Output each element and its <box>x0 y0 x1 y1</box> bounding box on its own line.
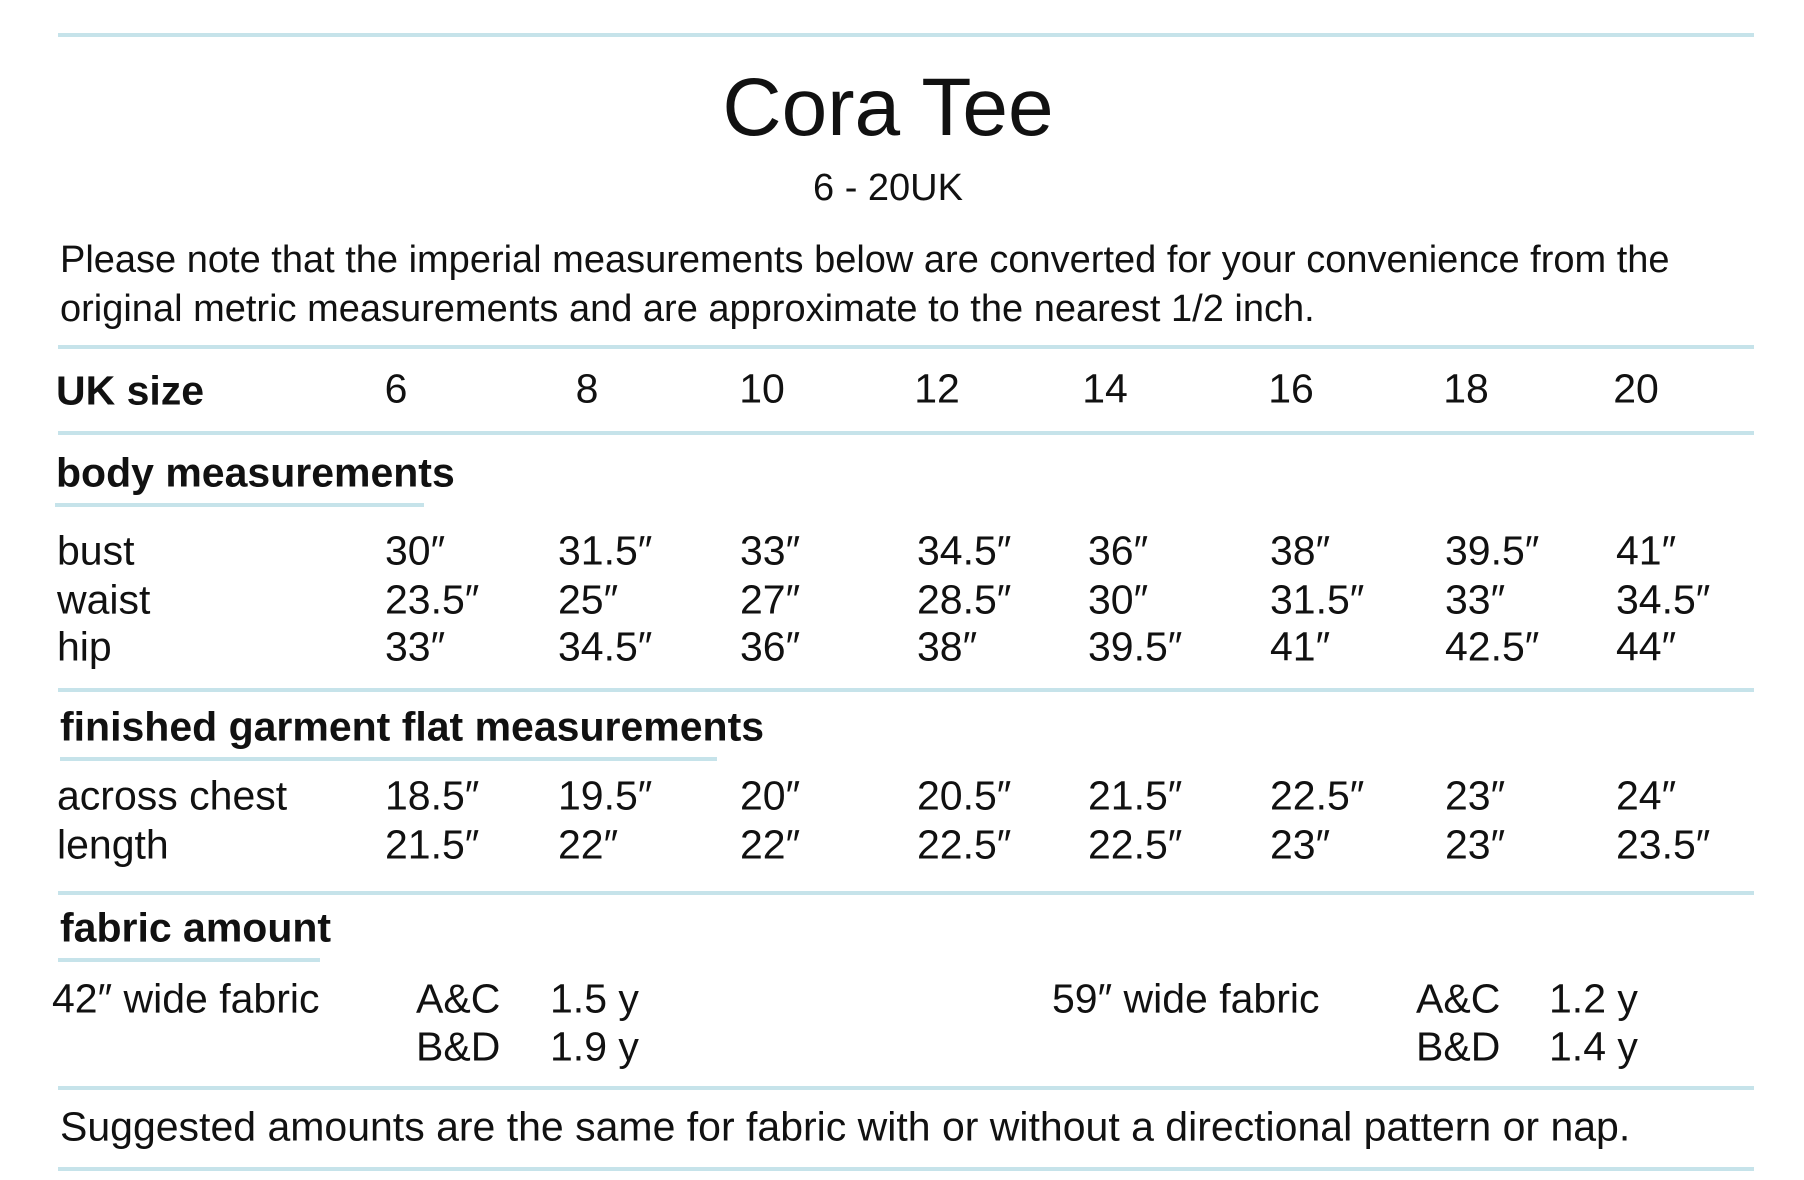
row-label: UK size <box>56 367 205 414</box>
divider <box>58 891 1754 895</box>
measurement: 33″ <box>740 527 801 574</box>
size: 18 <box>1443 365 1489 412</box>
row-label: bust <box>57 527 135 574</box>
measurement: 22.5″ <box>1088 821 1183 868</box>
measurement: 20.5″ <box>917 772 1012 819</box>
measurement: 23.5″ <box>385 576 480 623</box>
section-heading: fabric amount <box>60 904 332 951</box>
measurement: 38″ <box>917 623 978 670</box>
measurement: 31.5″ <box>558 527 653 574</box>
measurement: 22.5″ <box>917 821 1012 868</box>
size: 16 <box>1268 365 1314 412</box>
title: Cora Tee <box>722 62 1054 153</box>
measurement: 25″ <box>558 576 619 623</box>
measurement: 22.5″ <box>1270 772 1365 819</box>
footer-note: Suggested amounts are the same for fabri… <box>60 1103 1631 1150</box>
view: B&D <box>416 1023 501 1070</box>
measurement: 36″ <box>1088 527 1149 574</box>
measurement: 38″ <box>1270 527 1331 574</box>
view: A&C <box>416 975 501 1022</box>
divider <box>58 33 1754 37</box>
subtitle: 6 - 20UK <box>813 167 963 209</box>
divider <box>58 688 1754 692</box>
measurement: 33″ <box>1445 576 1506 623</box>
measurement: 28.5″ <box>917 576 1012 623</box>
section-heading: body measurements <box>56 449 455 496</box>
measurement: 39.5″ <box>1445 527 1540 574</box>
section-heading: finished garment flat measurements <box>60 703 765 750</box>
measurement: 23″ <box>1445 821 1506 868</box>
measurement: 20″ <box>740 772 801 819</box>
measurement: 30″ <box>1088 576 1149 623</box>
row-label: length <box>57 821 169 868</box>
measurement: 22″ <box>558 821 619 868</box>
view: B&D <box>1416 1023 1501 1070</box>
measurement: 33″ <box>385 623 446 670</box>
measurement: 44″ <box>1616 623 1677 670</box>
measurement: 42.5″ <box>1445 623 1540 670</box>
amount: 1.2 y <box>1549 975 1638 1022</box>
measurement: 41″ <box>1270 623 1331 670</box>
measurement: 23.5″ <box>1616 821 1711 868</box>
measurement: 30″ <box>385 527 446 574</box>
divider <box>58 1086 1754 1090</box>
size: 6 <box>384 365 408 412</box>
measurement: 41″ <box>1616 527 1677 574</box>
heading-underline <box>60 757 717 761</box>
view: A&C <box>1416 975 1501 1022</box>
divider <box>58 345 1754 349</box>
note: Please note that the imperial measuremen… <box>60 239 1670 330</box>
measurement: 23″ <box>1445 772 1506 819</box>
size: 14 <box>1082 365 1128 412</box>
divider <box>58 431 1754 435</box>
measurement: 22″ <box>740 821 801 868</box>
amount: 1.9 y <box>550 1023 639 1070</box>
measurement: 39.5″ <box>1088 623 1183 670</box>
measurement: 24″ <box>1616 772 1677 819</box>
measurement: 36″ <box>740 623 801 670</box>
measurement: 21.5″ <box>385 821 480 868</box>
fabric-width: 59″ wide fabric <box>1052 975 1320 1022</box>
size: 8 <box>575 365 599 412</box>
row-label: across chest <box>57 772 288 819</box>
measurement: 27″ <box>740 576 801 623</box>
amount: 1.4 y <box>1549 1023 1638 1070</box>
heading-underline <box>55 503 424 507</box>
size: 12 <box>914 365 960 412</box>
measurement: 34.5″ <box>558 623 653 670</box>
measurement: 19.5″ <box>558 772 653 819</box>
divider <box>58 1167 1754 1171</box>
measurement: 18.5″ <box>385 772 480 819</box>
amount: 1.5 y <box>550 975 639 1022</box>
measurement: 21.5″ <box>1088 772 1183 819</box>
measurement: 31.5″ <box>1270 576 1365 623</box>
row-label: hip <box>57 623 112 670</box>
heading-underline <box>58 958 320 962</box>
size: 10 <box>739 365 785 412</box>
fabric-width: 42″ wide fabric <box>52 975 320 1022</box>
measurement: 34.5″ <box>1616 576 1711 623</box>
measurement: 34.5″ <box>917 527 1012 574</box>
row-label: waist <box>57 576 151 623</box>
measurement: 23″ <box>1270 821 1331 868</box>
size: 20 <box>1613 365 1659 412</box>
